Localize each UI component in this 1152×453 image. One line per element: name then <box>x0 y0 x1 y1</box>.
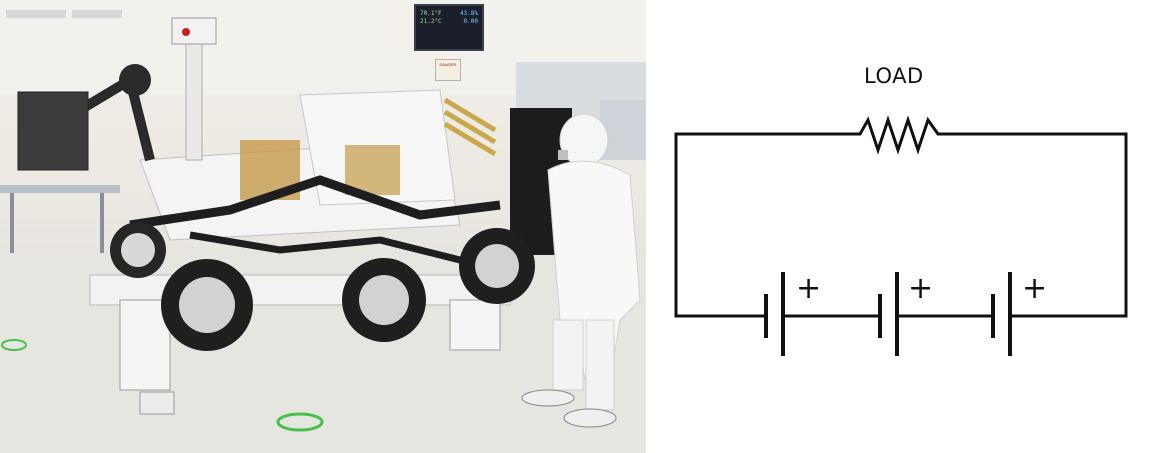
plus-symbol: + <box>908 271 933 306</box>
danger-sign: DANGER <box>435 59 461 81</box>
status-monitor: 70.1°F 43.8% 21.2°C 0.00 <box>414 4 484 51</box>
monitor-value: 0.00 <box>463 18 478 25</box>
plus-symbol: + <box>1022 271 1047 306</box>
monitor-value: 43.8% <box>459 10 478 17</box>
monitor-value: 21.2°C <box>420 18 442 25</box>
danger-sign-text: DANGER <box>439 62 457 67</box>
monitor-row: 70.1°F 43.8% <box>420 10 478 18</box>
battery-cell-1 <box>764 272 785 356</box>
battery-cell-3 <box>991 272 1012 356</box>
circuit-schematic: + + + <box>674 115 1128 356</box>
plus-symbol: + <box>796 271 821 306</box>
load-resistor <box>834 115 970 155</box>
rover-photo-illustration <box>0 0 646 453</box>
monitor-value: 70.1°F <box>420 10 442 17</box>
circuit-diagram: LOAD <box>646 0 1152 453</box>
rover-photo: 70.1°F 43.8% 21.2°C 0.00 DANGER <box>0 0 646 453</box>
load-label: LOAD <box>864 64 924 88</box>
battery-cell-2 <box>878 272 899 356</box>
monitor-row: 21.2°C 0.00 <box>420 18 478 26</box>
